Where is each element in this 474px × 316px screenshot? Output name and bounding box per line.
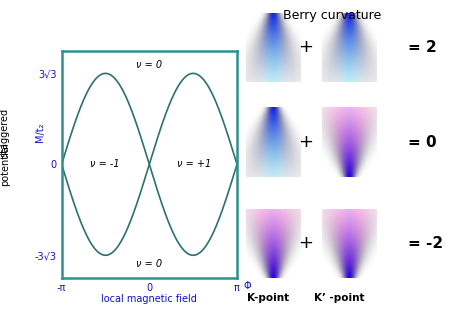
X-axis label: local magnetic field: local magnetic field (101, 294, 197, 304)
Text: = -2: = -2 (408, 236, 443, 251)
Text: = 0: = 0 (408, 135, 436, 150)
Text: +: + (298, 133, 313, 151)
Text: potential: potential (0, 143, 10, 186)
Text: K-point: K-point (247, 293, 289, 303)
Text: = 2: = 2 (408, 40, 437, 55)
Text: ν = 0: ν = 0 (136, 259, 163, 269)
Text: Berry curvature: Berry curvature (283, 9, 381, 22)
Text: staggered: staggered (0, 108, 10, 157)
Text: Φ: Φ (244, 281, 252, 291)
Text: K’ -point: K’ -point (314, 293, 364, 303)
Text: ν = -1: ν = -1 (90, 159, 119, 169)
Text: M/t₂: M/t₂ (35, 123, 46, 143)
Text: +: + (298, 39, 313, 56)
Text: +: + (298, 234, 313, 252)
Text: ν = +1: ν = +1 (177, 159, 211, 169)
Text: ν = 0: ν = 0 (136, 59, 163, 70)
